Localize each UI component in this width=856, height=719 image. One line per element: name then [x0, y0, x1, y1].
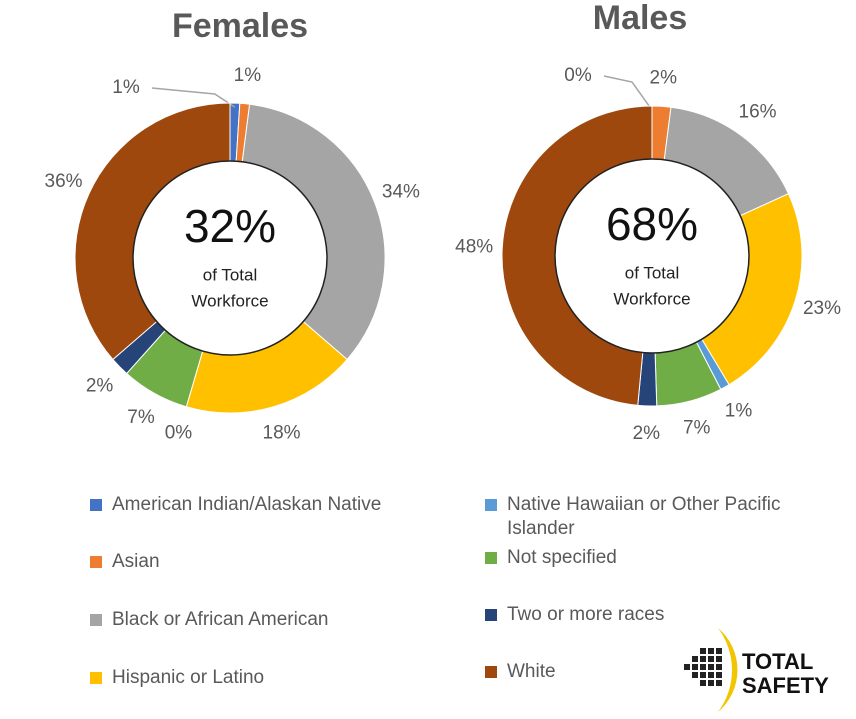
- logo-text: TOTAL: [742, 649, 813, 674]
- center-text: of Total: [625, 263, 680, 282]
- logo-dots: [684, 648, 722, 686]
- data-label: 16%: [739, 102, 777, 123]
- legend-swatch: [90, 556, 102, 568]
- legend-swatch: [90, 499, 102, 511]
- chart-title: Females: [172, 7, 308, 45]
- data-label: 18%: [263, 423, 301, 444]
- legend-swatch: [485, 499, 497, 511]
- legend-item: Native Hawaiian or Other Pacific Islande…: [485, 493, 827, 541]
- data-label: 1%: [725, 401, 753, 422]
- legend-label: American Indian/Alaskan Native: [112, 494, 382, 515]
- data-label: 36%: [45, 171, 83, 192]
- data-label: 34%: [382, 182, 420, 203]
- data-label: 23%: [803, 298, 841, 319]
- legend-label: Black or African American: [112, 609, 329, 630]
- legend-item: Hispanic or Latino: [90, 666, 472, 690]
- center-value: 68%: [606, 198, 698, 250]
- data-label: 2%: [650, 67, 678, 88]
- legend-label: Not specified: [507, 547, 617, 568]
- legend-label: Two or more races: [507, 604, 665, 625]
- data-label: 7%: [127, 407, 155, 428]
- logo-arc: [718, 628, 738, 712]
- legend-label: White: [507, 661, 556, 682]
- data-label: 7%: [683, 417, 711, 438]
- data-label: 0%: [564, 65, 592, 86]
- legend-item: Not specified: [485, 546, 827, 570]
- legend-swatch: [90, 672, 102, 684]
- center-text: Workforce: [613, 289, 690, 308]
- legend-swatch: [485, 666, 497, 678]
- legend-label: Native Hawaiian or Other Pacific Islande…: [507, 494, 781, 539]
- center-text: Workforce: [191, 291, 268, 310]
- legend-item: Black or African American: [90, 608, 472, 632]
- legend-item: Asian: [90, 550, 472, 574]
- legend-label: Hispanic or Latino: [112, 667, 265, 688]
- center-value: 32%: [184, 200, 276, 252]
- logo-text: SAFETY: [742, 673, 829, 698]
- chart-title: Males: [593, 0, 688, 37]
- center-circle: [554, 158, 750, 354]
- legend-swatch: [485, 609, 497, 621]
- data-label: 1%: [234, 65, 262, 86]
- data-label: 2%: [86, 375, 114, 396]
- data-label: 48%: [455, 237, 493, 258]
- data-label: 1%: [112, 77, 140, 98]
- legend-item: White: [485, 660, 827, 684]
- center-text: of Total: [203, 265, 258, 284]
- legend-item: Two or more races: [485, 603, 827, 627]
- legend-label: Asian: [112, 551, 160, 572]
- data-label: 2%: [633, 423, 661, 444]
- leader-line: [603, 75, 653, 111]
- legend-item: American Indian/Alaskan Native: [90, 493, 472, 517]
- legend-swatch: [90, 614, 102, 626]
- data-label: 0%: [165, 423, 193, 444]
- logo: TOTAL SAFETY: [684, 628, 829, 712]
- legend-swatch: [485, 552, 497, 564]
- center-circle: [132, 160, 328, 356]
